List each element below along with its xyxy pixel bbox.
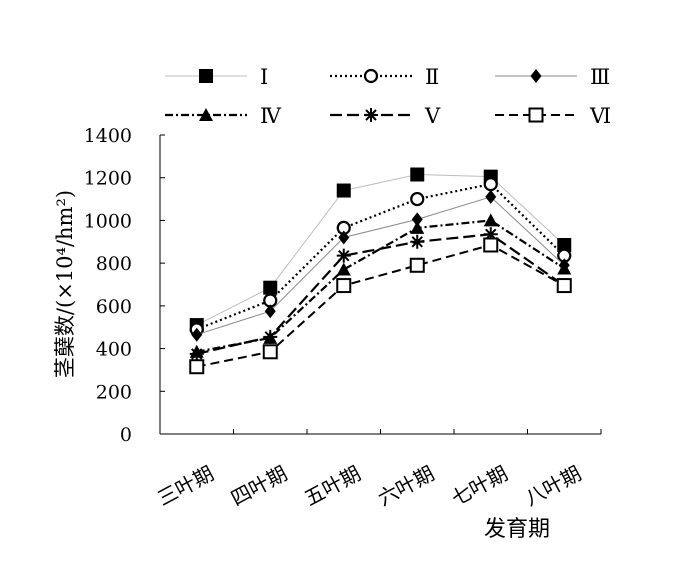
data-point <box>338 230 350 245</box>
data-point <box>410 220 425 234</box>
series-line <box>196 233 565 355</box>
x-ticks: 三叶期 四叶期 五叶期 六叶期 七叶期 八叶期 <box>153 429 602 510</box>
x-category-label: 四叶期 <box>227 461 291 510</box>
y-axis-label: 茎蘖数/(×10⁴/hm²) <box>53 190 77 378</box>
data-point <box>483 227 498 242</box>
x-axis-label: 发育期 <box>484 517 550 542</box>
legend-marker <box>528 107 544 123</box>
series-group <box>189 167 572 375</box>
legend-marker <box>199 108 213 121</box>
data-point <box>485 189 497 204</box>
y-tick-label: 200 <box>96 381 132 403</box>
x-category-label: 三叶期 <box>153 461 217 510</box>
data-point <box>557 261 572 275</box>
legend-entry: Ⅴ <box>330 104 441 128</box>
series-line <box>196 219 565 353</box>
series-line <box>196 196 565 336</box>
legend-label: Ⅰ <box>260 65 268 89</box>
y-tick-label: 1200 <box>84 168 132 190</box>
legend-label: Ⅳ <box>260 104 282 128</box>
data-point <box>336 262 351 276</box>
data-point <box>410 234 425 249</box>
legend-entry: Ⅰ <box>165 65 268 89</box>
x-category-label: 八叶期 <box>521 461 585 510</box>
axes <box>159 135 601 435</box>
data-point <box>264 304 276 319</box>
y-tick-label: 800 <box>96 253 132 275</box>
x-category-label: 六叶期 <box>374 461 438 510</box>
data-point <box>557 237 572 252</box>
y-tick-label: 1400 <box>84 125 132 147</box>
legend-label: Ⅱ <box>425 65 439 89</box>
data-point <box>336 278 352 294</box>
legend-label: Ⅴ <box>424 104 441 128</box>
data-point <box>483 213 498 227</box>
data-point <box>263 280 278 295</box>
y-tick-label: 600 <box>96 296 132 318</box>
data-point <box>410 167 425 182</box>
data-point <box>191 327 203 342</box>
data-point <box>483 237 499 253</box>
data-point <box>411 212 423 227</box>
series-6 <box>189 237 572 375</box>
data-point <box>336 183 351 198</box>
data-point <box>409 257 425 273</box>
legend-entry: Ⅱ <box>330 65 439 89</box>
legend: Ⅰ Ⅱ Ⅲ Ⅳ Ⅴ Ⅵ <box>165 65 611 128</box>
series-3 <box>191 189 570 342</box>
data-point <box>410 191 425 207</box>
series-line <box>196 182 566 331</box>
legend-entry: Ⅳ <box>165 104 282 128</box>
data-point <box>336 248 351 263</box>
y-tick-label: 400 <box>96 339 132 361</box>
y-tick-label: 0 <box>120 424 132 446</box>
x-category-label: 五叶期 <box>300 461 364 510</box>
series-line <box>196 243 565 368</box>
series-line <box>196 174 565 326</box>
legend-entry: Ⅵ <box>495 104 611 128</box>
legend-marker <box>364 108 378 122</box>
series-5 <box>189 227 572 361</box>
legend-label: Ⅵ <box>589 104 611 128</box>
legend-entry: Ⅲ <box>495 65 610 89</box>
legend-marker <box>199 69 213 83</box>
legend-label: Ⅲ <box>590 65 610 89</box>
data-point <box>262 344 278 360</box>
y-ticks: 0 200 400 600 800 1000 1200 1400 <box>84 125 165 446</box>
y-tick-label: 1000 <box>84 210 132 232</box>
series-4 <box>189 213 572 358</box>
data-point <box>483 177 498 192</box>
legend-marker <box>363 68 379 84</box>
data-point <box>189 359 205 375</box>
data-point <box>556 278 572 294</box>
legend-marker <box>530 69 542 83</box>
data-point <box>263 329 278 344</box>
x-category-label: 七叶期 <box>447 461 511 510</box>
data-point <box>189 346 204 361</box>
